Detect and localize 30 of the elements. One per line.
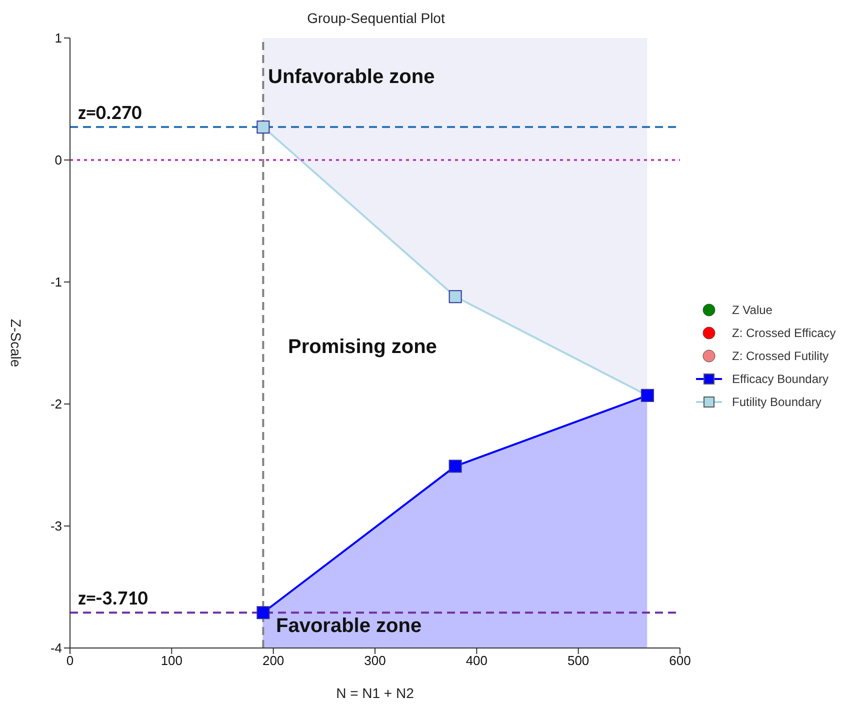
y-tick-label: -4 (50, 640, 62, 656)
x-tick-label: 300 (364, 653, 386, 668)
legend-label: Futility Boundary (732, 394, 822, 408)
y-tick-label: 0 (54, 152, 62, 168)
point (256, 120, 270, 134)
y-tick-label: -1 (50, 274, 62, 290)
chart-title: Group-Sequential Plot (306, 10, 446, 26)
point (448, 290, 462, 304)
legend-label: Z: Crossed Efficacy (732, 326, 836, 340)
x-axis-title: N = N1 + N2 (336, 685, 414, 701)
x-tick-label: 500 (567, 653, 590, 668)
y-axis-title: Z-Scale (8, 318, 24, 368)
ref-line-label: z=0.270 (78, 101, 142, 126)
annotation: Favorable zone (276, 615, 422, 638)
ref-line-label: z=-3.710 (78, 586, 148, 611)
legend-label: Efficacy Boundary (732, 372, 828, 386)
point (256, 606, 270, 620)
y-tick-label: -3 (50, 518, 62, 534)
annotation: Promising zone (288, 336, 437, 359)
legend-label: Z: Crossed Futility (732, 348, 829, 362)
x-tick-label: 0 (66, 653, 74, 668)
x-tick-label: 400 (466, 653, 488, 668)
annotation: Unfavorable zone (268, 66, 435, 89)
x-tick-label: 200 (262, 653, 284, 668)
point (448, 460, 462, 473)
x-tick-label: 100 (160, 653, 183, 668)
y-tick-label: -2 (50, 396, 62, 412)
legend-label: Z Value (732, 302, 772, 316)
y-tick-label: 1 (54, 30, 62, 46)
x-tick-label: 600 (669, 653, 691, 668)
